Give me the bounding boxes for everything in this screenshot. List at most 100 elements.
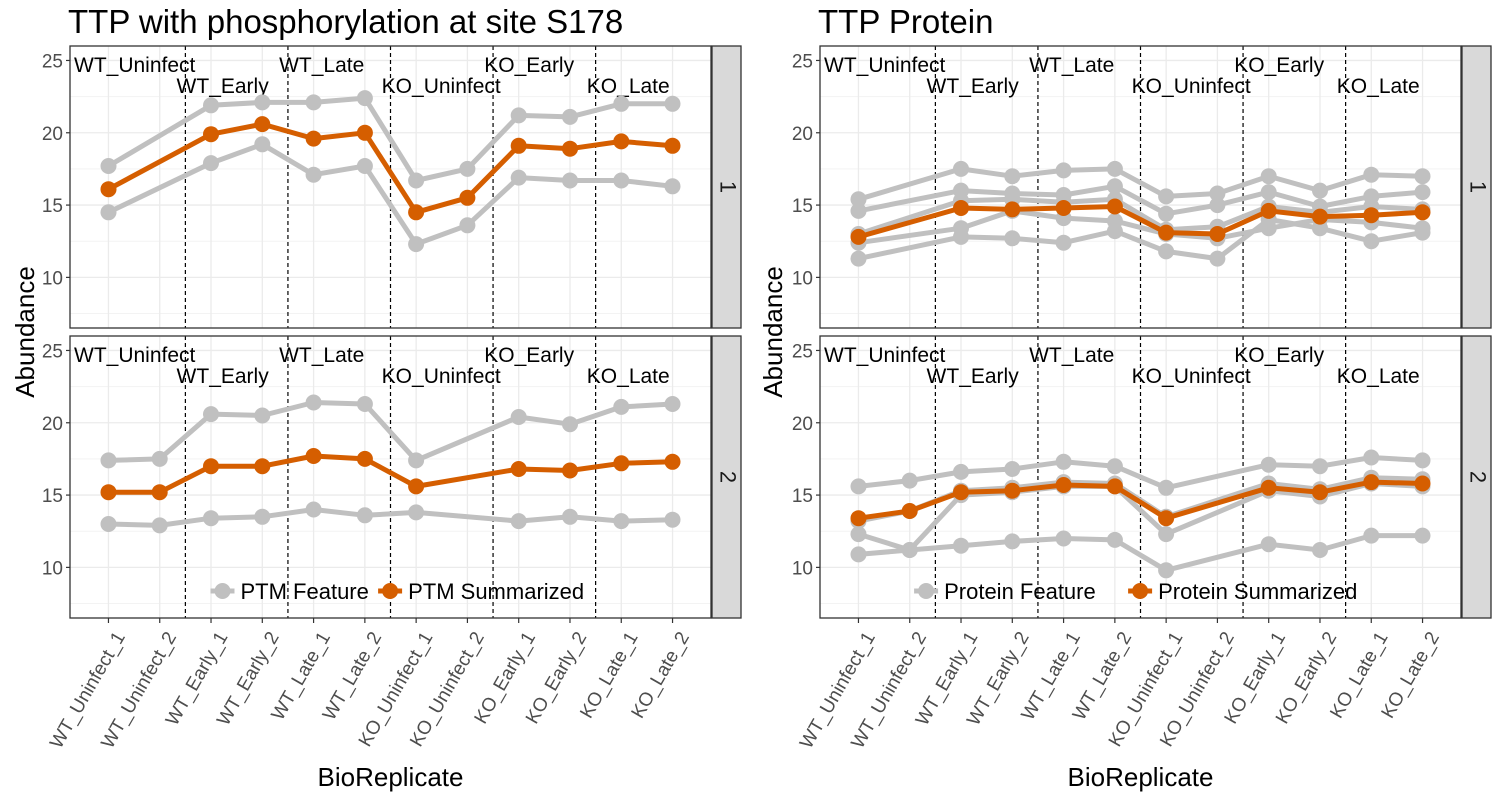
summarized-point — [1055, 200, 1072, 216]
feature-point — [850, 202, 867, 219]
facet-strip — [711, 335, 742, 619]
feature-series-1 — [100, 90, 681, 189]
feature-point — [850, 478, 867, 495]
facet-panel-1: WT_UninfectWT_EarlyWT_LateKO_UninfectKO_… — [42, 45, 742, 329]
feature-point — [100, 158, 117, 174]
chart-2: TTP ProteinWT_UninfectWT_EarlyWT_LateKO_… — [758, 3, 1492, 792]
feature-point — [1209, 197, 1226, 214]
y-tick-label: 20 — [42, 124, 63, 145]
condition-label: WT_Late — [279, 54, 364, 77]
condition-label: WT_Early — [927, 75, 1020, 98]
legend-label: PTM Summarized — [408, 579, 584, 604]
x-axis-title: BioReplicate — [1068, 762, 1214, 792]
feature-series-2 — [100, 136, 681, 253]
legend-key-point — [918, 583, 935, 599]
facet-strip — [1461, 45, 1492, 329]
condition-label: WT_Uninfect — [824, 54, 946, 77]
condition-label: WT_Uninfect — [824, 344, 946, 367]
summarized-point — [408, 478, 425, 495]
feature-point — [850, 526, 867, 543]
summarized-series — [100, 448, 681, 501]
summarized-point — [1260, 479, 1277, 496]
summarized-point — [1158, 224, 1175, 241]
y-tick-label: 20 — [792, 414, 813, 435]
summarized-point — [510, 137, 527, 154]
y-tick-label: 15 — [42, 196, 63, 217]
feature-point — [305, 501, 322, 518]
feature-point — [1158, 479, 1175, 496]
feature-point — [1106, 223, 1123, 240]
panel-border — [69, 335, 712, 619]
summarized-point — [1312, 484, 1328, 501]
facet-panel-1: WT_UninfectWT_EarlyWT_LateKO_UninfectKO_… — [792, 45, 1492, 329]
summarized-series — [100, 116, 681, 221]
summarized-point — [953, 200, 969, 216]
condition-label: KO_Late — [1337, 75, 1420, 98]
feature-point — [953, 537, 969, 554]
legend-label: Protein Feature — [944, 579, 1096, 604]
feature-point — [1055, 453, 1072, 470]
feature-point — [613, 95, 630, 112]
summarized-point — [356, 124, 373, 141]
feature-point — [100, 516, 117, 532]
condition-label: KO_Uninfect — [1132, 365, 1251, 388]
feature-point — [664, 178, 681, 195]
feature-point — [1312, 542, 1328, 558]
legend-key-point — [214, 583, 231, 599]
feature-point — [100, 452, 117, 469]
summarized-point — [664, 453, 681, 470]
feature-point — [459, 160, 476, 177]
chart-title: TTP Protein — [818, 3, 993, 40]
condition-label: KO_Early — [484, 54, 574, 77]
feature-point — [254, 508, 271, 525]
feature-point — [850, 191, 867, 208]
condition-label: WT_Late — [1029, 54, 1114, 77]
feature-point — [953, 463, 969, 480]
condition-label: KO_Late — [587, 75, 670, 98]
feature-point — [100, 204, 117, 221]
feature-point — [305, 166, 322, 183]
condition-label: WT_Early — [177, 75, 270, 98]
summarized-series — [850, 474, 1431, 527]
panel-border — [819, 45, 1462, 329]
feature-point — [1004, 168, 1021, 185]
feature-point — [1312, 458, 1328, 475]
feature-point — [613, 398, 630, 415]
condition-label: WT_Uninfect — [74, 54, 196, 77]
summarized-point — [1414, 204, 1431, 221]
condition-label: KO_Early — [1234, 54, 1324, 77]
summarized-point — [254, 458, 271, 475]
feature-point — [254, 136, 271, 153]
feature-point — [613, 172, 630, 189]
x-axis-title: BioReplicate — [318, 762, 464, 792]
condition-label: KO_Early — [484, 344, 574, 367]
summarized-point — [1106, 478, 1123, 495]
summarized-point — [562, 462, 578, 479]
summarized-point — [850, 510, 867, 527]
feature-point — [1055, 234, 1072, 251]
summarized-point — [305, 130, 322, 147]
facet-panel-2: WT_UninfectWT_EarlyWT_LateKO_UninfectKO_… — [42, 335, 742, 619]
summarized-point — [305, 448, 322, 464]
feature-point — [953, 160, 969, 177]
feature-point — [510, 107, 527, 124]
y-tick-label: 10 — [42, 558, 63, 579]
feature-point — [203, 510, 219, 527]
feature-point — [1414, 168, 1431, 185]
feature-point — [850, 546, 867, 563]
summarized-point — [1414, 475, 1431, 492]
feature-point — [664, 511, 681, 528]
summarized-point — [664, 137, 681, 154]
y-tick-label: 15 — [792, 196, 813, 217]
feature-point — [203, 155, 219, 172]
feature-point — [1209, 250, 1226, 267]
feature-point — [203, 406, 219, 423]
y-tick-label: 10 — [792, 268, 813, 289]
y-tick-label: 20 — [792, 124, 813, 145]
facet-strip-label: 2 — [716, 471, 741, 483]
feature-series-4 — [850, 527, 1431, 579]
feature-point — [510, 513, 527, 530]
summarized-point — [203, 458, 219, 475]
summarized-point — [1209, 226, 1226, 242]
legend-label: Protein Summarized — [1158, 579, 1357, 604]
